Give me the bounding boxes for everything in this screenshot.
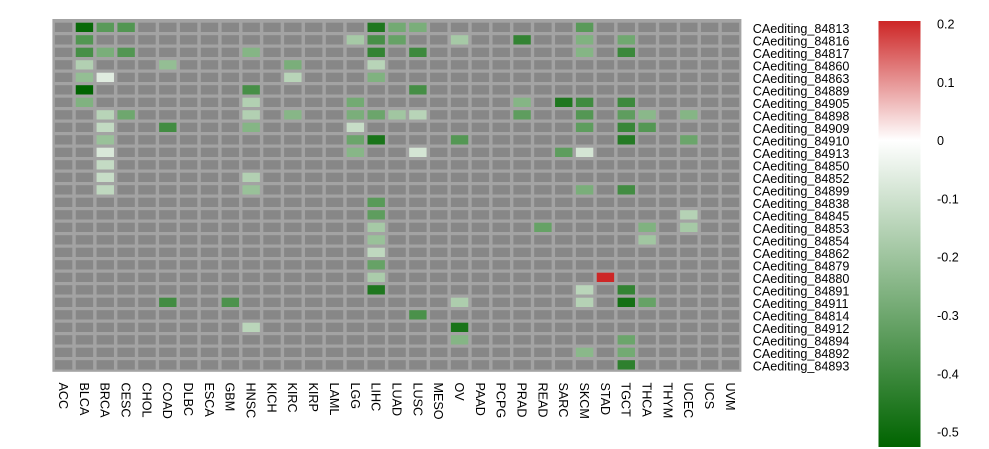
svg-text:LAML: LAML — [327, 383, 341, 416]
svg-text:LUAD: LUAD — [389, 383, 403, 417]
svg-text:-0.3: -0.3 — [937, 309, 959, 323]
svg-text:CAediting_84893: CAediting_84893 — [753, 359, 850, 373]
svg-text:PCPG: PCPG — [494, 383, 508, 419]
svg-text:CAediting_84899: CAediting_84899 — [753, 184, 850, 198]
svg-text:-0.4: -0.4 — [937, 367, 959, 381]
svg-text:CAediting_84853: CAediting_84853 — [753, 222, 850, 236]
svg-text:CAediting_84913: CAediting_84913 — [753, 147, 850, 161]
svg-text:LIHC: LIHC — [369, 383, 383, 412]
svg-text:PRAD: PRAD — [514, 383, 528, 418]
svg-text:CAediting_84879: CAediting_84879 — [753, 259, 850, 273]
svg-text:CAediting_84813: CAediting_84813 — [753, 22, 850, 36]
svg-text:TGCT: TGCT — [619, 383, 633, 418]
svg-text:-0.5: -0.5 — [937, 426, 959, 440]
svg-text:CAediting_84838: CAediting_84838 — [753, 197, 850, 211]
svg-text:READ: READ — [535, 383, 549, 418]
svg-text:LGG: LGG — [348, 383, 362, 410]
svg-text:CAediting_84909: CAediting_84909 — [753, 122, 850, 136]
svg-text:CAediting_84854: CAediting_84854 — [753, 234, 850, 248]
svg-text:ESCA: ESCA — [202, 383, 216, 418]
svg-text:CAediting_84912: CAediting_84912 — [753, 322, 850, 336]
svg-text:STAD: STAD — [598, 383, 612, 416]
svg-text:CAediting_84862: CAediting_84862 — [753, 247, 850, 261]
svg-text:CAediting_84911: CAediting_84911 — [753, 297, 849, 311]
svg-text:CAediting_84905: CAediting_84905 — [753, 97, 850, 111]
svg-text:CAediting_84894: CAediting_84894 — [753, 334, 850, 348]
svg-text:UVM: UVM — [723, 383, 737, 411]
svg-text:KIRC: KIRC — [285, 383, 299, 413]
svg-text:UCEC: UCEC — [681, 383, 695, 419]
svg-text:0.1: 0.1 — [937, 76, 955, 90]
svg-text:CAediting_84817: CAediting_84817 — [753, 47, 850, 61]
svg-text:GBM: GBM — [223, 383, 237, 412]
svg-text:0.2: 0.2 — [937, 18, 955, 32]
svg-text:CAediting_84880: CAediting_84880 — [753, 272, 850, 286]
svg-text:CAediting_84860: CAediting_84860 — [753, 59, 850, 73]
svg-text:CAediting_84852: CAediting_84852 — [753, 172, 850, 186]
svg-text:KIRP: KIRP — [306, 383, 320, 412]
svg-text:BLCA: BLCA — [77, 383, 91, 416]
svg-text:THYM: THYM — [660, 383, 674, 419]
svg-text:CESC: CESC — [119, 383, 133, 418]
svg-text:CHOL: CHOL — [139, 383, 153, 418]
svg-text:DLBC: DLBC — [181, 383, 195, 417]
svg-text:BRCA: BRCA — [98, 383, 112, 419]
svg-text:HNSC: HNSC — [244, 383, 258, 419]
svg-text:CAediting_84891: CAediting_84891 — [753, 284, 850, 298]
svg-text:-0.2: -0.2 — [937, 251, 959, 265]
svg-text:LUSC: LUSC — [410, 383, 424, 417]
svg-text:-0.1: -0.1 — [937, 192, 959, 206]
svg-text:ACC: ACC — [56, 383, 70, 410]
svg-text:CAediting_84816: CAediting_84816 — [753, 34, 850, 48]
svg-text:CAediting_84850: CAediting_84850 — [753, 159, 850, 173]
svg-text:CAediting_84845: CAediting_84845 — [753, 209, 850, 223]
svg-text:SARC: SARC — [556, 383, 570, 418]
svg-text:PAAD: PAAD — [473, 383, 487, 416]
svg-text:CAediting_84898: CAediting_84898 — [753, 109, 850, 123]
svg-text:UCS: UCS — [702, 383, 716, 410]
svg-text:CAediting_84892: CAediting_84892 — [753, 347, 850, 361]
svg-text:OV: OV — [452, 383, 466, 402]
svg-text:CAediting_84863: CAediting_84863 — [753, 72, 850, 86]
svg-text:THCA: THCA — [640, 383, 654, 418]
svg-text:CAediting_84889: CAediting_84889 — [753, 84, 850, 98]
svg-text:COAD: COAD — [160, 383, 174, 419]
svg-text:KICH: KICH — [264, 383, 278, 413]
svg-text:CAediting_84814: CAediting_84814 — [753, 309, 850, 323]
svg-text:CAediting_84910: CAediting_84910 — [753, 134, 850, 148]
svg-text:SKCM: SKCM — [577, 383, 591, 419]
svg-text:0: 0 — [937, 134, 944, 148]
svg-text:MESO: MESO — [431, 383, 445, 420]
